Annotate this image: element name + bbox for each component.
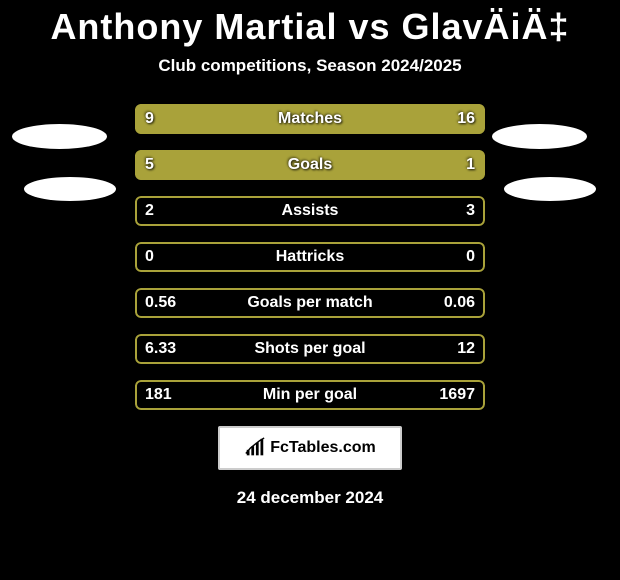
stat-row: 2 3Assists [135,196,485,226]
stat-row-border [135,242,485,272]
stat-value-right: 3 [456,196,485,226]
stat-row: 51Goals [135,150,485,180]
stat-value-right: 16 [447,104,485,134]
stat-value-right: 12 [447,334,485,364]
stat-value-left: 5 [135,150,164,180]
stat-rows: 916Matches51Goals23Assists00Hattricks0.5… [135,104,485,410]
stat-row-border [135,288,485,318]
footer-logo[interactable]: FcTables.com [218,426,402,470]
page-subtitle: Club competitions, Season 2024/2025 [0,56,620,76]
page-title: Anthony Martial vs GlavÄiÄ‡ [0,0,620,48]
stat-row: 0.56 0.06Goals per match [135,288,485,318]
photo-placeholder [504,177,596,201]
stat-fill-left [135,150,401,180]
stat-value-left: 0 [135,242,164,272]
stat-value-right: 0 [456,242,485,272]
stat-value-right: 1697 [429,380,485,410]
stat-value-left: 181 [135,380,182,410]
stat-label: Goals per match [135,288,485,318]
stat-label: Shots per goal [135,334,485,364]
stat-label: Hattricks [135,242,485,272]
stat-value-left: 2 [135,196,164,226]
stat-value-right: 0.06 [434,288,485,318]
chart-icon [244,437,266,459]
stat-row: 916Matches [135,104,485,134]
stat-value-left: 0.56 [135,288,186,318]
stat-row-border [135,334,485,364]
photo-placeholder [492,124,587,149]
stat-label: Assists [135,196,485,226]
stat-row: 6.33 12Shots per goal [135,334,485,364]
stat-row: 1811697Min per goal [135,380,485,410]
comparison-chart: Anthony Martial vs GlavÄiÄ‡ Club competi… [0,0,620,580]
chart-date: 24 december 2024 [0,488,620,508]
stat-value-right: 1 [456,150,485,180]
stat-value-left: 6.33 [135,334,186,364]
stat-row-border [135,196,485,226]
footer-logo-text: FcTables.com [270,439,376,457]
stat-value-left: 9 [135,104,164,134]
photo-placeholder [24,177,116,201]
stat-row: 0 0Hattricks [135,242,485,272]
photo-placeholder [12,124,107,149]
